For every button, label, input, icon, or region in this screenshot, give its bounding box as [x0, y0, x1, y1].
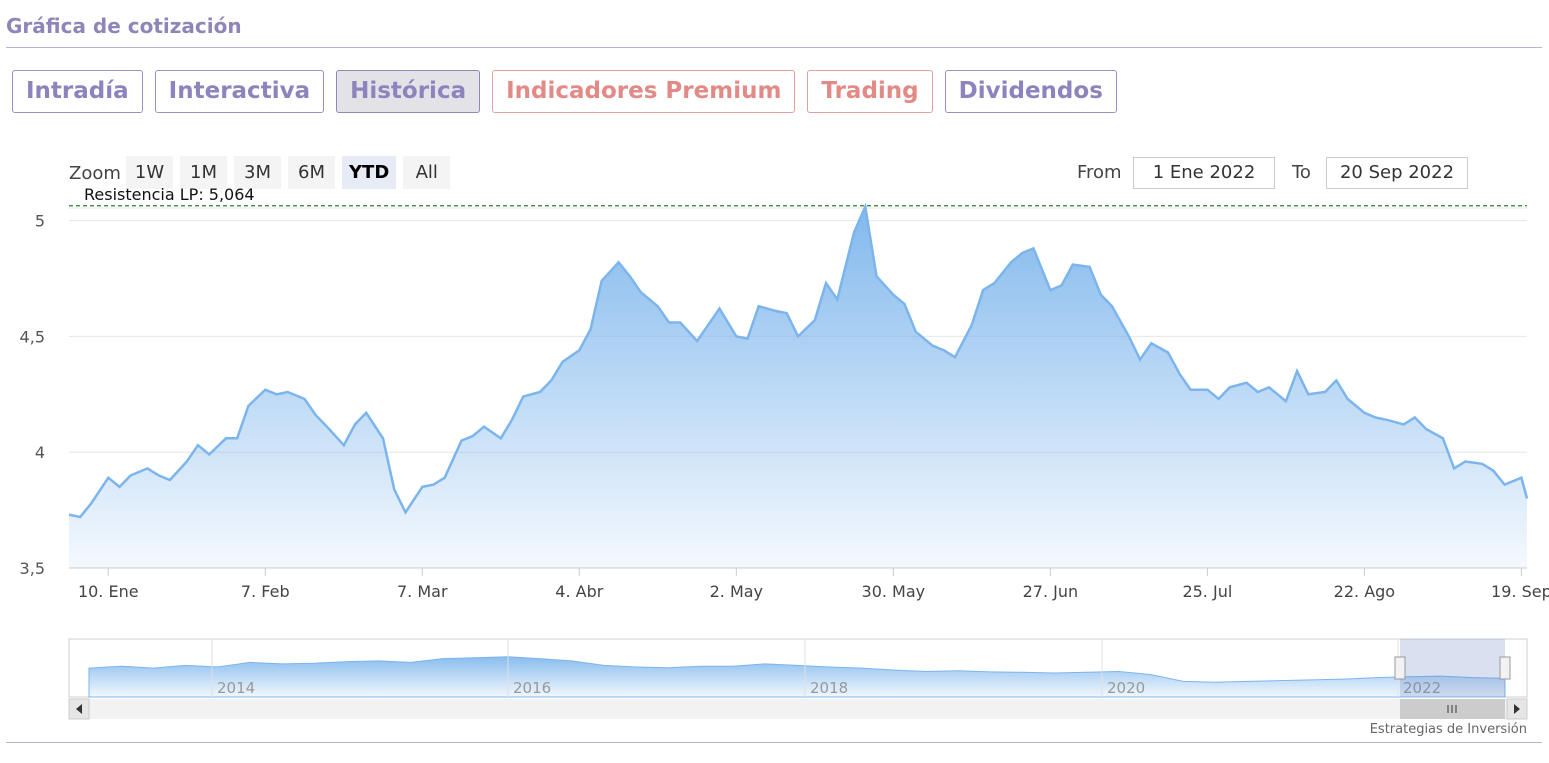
navigator-selection[interactable] [1400, 639, 1505, 697]
navigator-year-label: 2020 [1107, 679, 1145, 697]
x-tick-label: 7. Mar [397, 582, 448, 601]
y-tick-label: 3,5 [20, 559, 45, 578]
tab-dividendos[interactable]: Dividendos [944, 70, 1117, 113]
x-tick-label: 4. Abr [555, 582, 603, 601]
x-tick-label: 22. Ago [1334, 582, 1395, 601]
price-series [68, 202, 1529, 568]
zoom-label: Zoom [69, 163, 121, 184]
price-area-fill [69, 206, 1527, 568]
navigator-year-label: 2016 [513, 679, 551, 697]
arrow-right-icon [1514, 704, 1520, 714]
tab-indicadores-premium[interactable]: Indicadores Premium [492, 70, 796, 113]
x-tick-label: 7. Feb [241, 582, 290, 601]
x-tick-label: 19. Sep [1491, 582, 1549, 601]
y-tick-label: 5 [35, 212, 45, 231]
navigator-left-handle[interactable] [1394, 656, 1406, 680]
from-label: From [1077, 162, 1122, 183]
navigator: 2014 2016 2018 2020 2022 [68, 638, 1528, 720]
y-tick-label: 4 [35, 443, 45, 462]
x-tick-label: 25. Jul [1182, 582, 1232, 601]
zoom-buttons: 1W 1M 3M 6M YTD All [126, 156, 451, 189]
to-label: To [1292, 162, 1311, 183]
zoom-ytd-button[interactable]: YTD [342, 156, 397, 189]
x-tick-label: 10. Ene [78, 582, 139, 601]
price-line [68, 202, 1529, 519]
tab-historica[interactable]: Histórica [336, 70, 481, 113]
resistance-line: Resistencia LP: 5,064 [69, 185, 1527, 207]
y-tick-label: 4,5 [20, 327, 45, 346]
zoom-all-button[interactable]: All [403, 156, 451, 189]
zoom-6m-button[interactable]: 6M [288, 156, 335, 189]
navigator-series [88, 656, 1506, 698]
x-tick-label: 30. May [862, 582, 926, 601]
navigator-year-ticks: 2014 2016 2018 2020 2022 [211, 639, 1441, 697]
grip-icon [1447, 705, 1457, 713]
y-axis-ticks: 3,5 4 4,5 5 [20, 212, 45, 578]
page-title: Gráfica de cotización [6, 14, 242, 38]
navigator-year-label: 2022 [1403, 679, 1441, 697]
zoom-3m-button[interactable]: 3M [234, 156, 281, 189]
zoom-1m-button[interactable]: 1M [180, 156, 227, 189]
x-axis-ticks: 10. Ene 7. Feb 7. Mar 4. Abr 2. May 30. May 27… [78, 568, 1549, 601]
tab-intradia[interactable]: Intradía [12, 70, 143, 113]
zoom-1w-button[interactable]: 1W [126, 156, 173, 189]
to-date-input[interactable]: 20 Sep 2022 [1326, 157, 1468, 189]
navigator-year-label: 2014 [217, 679, 255, 697]
tab-interactiva[interactable]: Interactiva [154, 70, 325, 113]
tab-trading[interactable]: Trading [807, 70, 933, 113]
chart-credit: Estrategias de Inversión [1369, 722, 1527, 737]
navigator-scrollbar-track[interactable] [69, 699, 1527, 719]
navigator-right-handle[interactable] [1499, 656, 1511, 680]
navigator-year-label: 2018 [810, 679, 848, 697]
footer-divider [6, 742, 1542, 743]
resistance-label: Resistencia LP: 5,064 [84, 185, 255, 204]
from-date-input[interactable]: 1 Ene 2022 [1133, 157, 1275, 189]
x-tick-label: 27. Jun [1023, 582, 1079, 601]
chart-tabs: Intradía Interactiva Histórica Indicador… [12, 70, 1117, 113]
x-tick-label: 2. May [710, 582, 763, 601]
arrow-left-icon [76, 704, 82, 714]
title-divider [6, 47, 1542, 48]
